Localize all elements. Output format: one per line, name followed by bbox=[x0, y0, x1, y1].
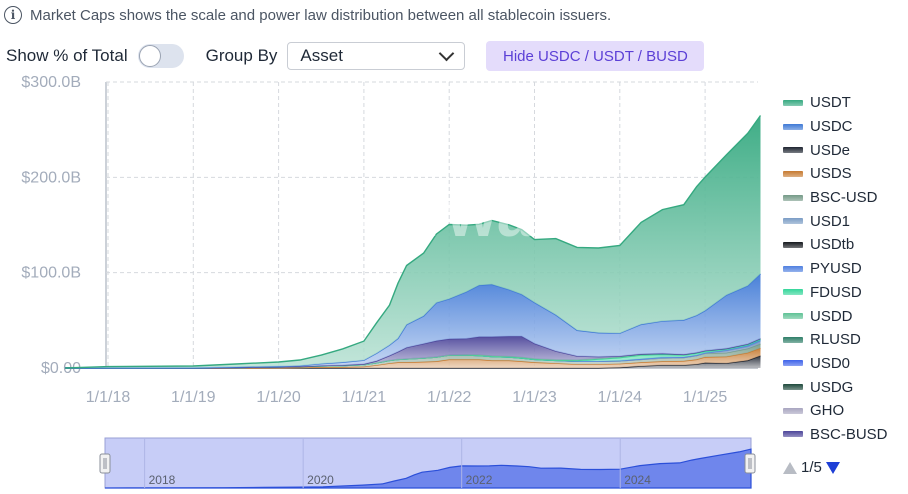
legend-swatch bbox=[783, 147, 803, 154]
legend-item-usdt[interactable]: USDT bbox=[783, 91, 888, 115]
legend-swatch bbox=[783, 265, 803, 272]
legend-item-bsc-usd[interactable]: BSC-USD bbox=[783, 186, 888, 210]
area-series-usde bbox=[65, 355, 761, 368]
legend-swatch bbox=[783, 123, 803, 130]
info-text: Market Caps shows the scale and power la… bbox=[30, 6, 612, 24]
pager-down-arrow-icon[interactable] bbox=[825, 461, 840, 474]
legend-label: RLUSD bbox=[810, 331, 861, 349]
legend-item-pyusd[interactable]: PYUSD bbox=[783, 257, 888, 281]
pager-label: 1/5 bbox=[801, 459, 822, 476]
legend-label: USDe bbox=[810, 141, 851, 159]
legend-swatch bbox=[783, 431, 803, 438]
show-percent-label: Show % of Total bbox=[6, 46, 128, 65]
legend-swatch bbox=[783, 99, 803, 106]
legend-swatch bbox=[783, 407, 803, 414]
y-tick-label: $200.0B bbox=[21, 169, 81, 186]
navigator-year-label: 2018 bbox=[149, 473, 176, 487]
legend-swatch bbox=[783, 384, 803, 391]
y-tick-label: $0.00 bbox=[41, 360, 81, 377]
legend-label: PYUSD bbox=[810, 260, 862, 278]
legend-swatch bbox=[783, 241, 803, 248]
navigator-total-series bbox=[104, 448, 752, 489]
legend-pager: 1/5 bbox=[783, 459, 840, 476]
show-percent-toggle[interactable] bbox=[137, 44, 184, 68]
legend-swatch bbox=[783, 360, 803, 367]
navigator-left-handle bbox=[99, 453, 111, 474]
legend-item-usdc[interactable]: USDC bbox=[783, 115, 888, 139]
toggle-knob bbox=[138, 45, 161, 67]
legend-item-usd0[interactable]: USD0 bbox=[783, 352, 888, 376]
y-tick-label: $100.0B bbox=[21, 265, 81, 282]
legend-swatch bbox=[783, 218, 803, 225]
rwa-watermark-logo bbox=[359, 185, 415, 241]
group-by-label: Group By bbox=[205, 46, 278, 65]
area-series-fdusd bbox=[65, 339, 761, 368]
area-series-bsc-busd bbox=[65, 336, 761, 368]
navigator-year-label: 2022 bbox=[466, 473, 493, 487]
legend-item-bsc-busd[interactable]: BSC-BUSD bbox=[783, 423, 888, 447]
info-row: i Market Caps shows the scale and power … bbox=[4, 6, 611, 24]
x-tick-label: 1/1/22 bbox=[427, 389, 472, 406]
legend-swatch bbox=[783, 170, 803, 177]
watermark-brand: rwa bbox=[422, 178, 533, 250]
navigator-year-label: 2024 bbox=[624, 473, 651, 487]
watermark-suffix: .xyz bbox=[552, 210, 605, 243]
chart-legend: USDT USDC USDe USDS BSC-USD USD1 USDtb PYUSD FDU… bbox=[783, 91, 888, 446]
legend-label: USDG bbox=[810, 378, 854, 396]
x-tick-label: 1/1/21 bbox=[342, 389, 387, 406]
navigator-right-handle bbox=[744, 453, 756, 474]
legend-item-usdd[interactable]: USDD bbox=[783, 304, 888, 328]
area-series-usdt bbox=[65, 115, 761, 368]
area-series-usdc bbox=[65, 273, 761, 368]
x-tick-label: 1/1/25 bbox=[683, 389, 728, 406]
x-tick-label: 1/1/18 bbox=[86, 389, 131, 406]
legend-item-usds[interactable]: USDS bbox=[783, 162, 888, 186]
x-tick-label: 1/1/24 bbox=[598, 389, 643, 406]
legend-item-usdg[interactable]: USDG bbox=[783, 375, 888, 399]
area-series-usds bbox=[65, 348, 761, 368]
legend-label: USD0 bbox=[810, 354, 851, 372]
legend-swatch bbox=[783, 336, 803, 343]
legend-item-usd1[interactable]: USD1 bbox=[783, 209, 888, 233]
group-by-select[interactable]: Asset bbox=[287, 42, 466, 70]
legend-label: USDS bbox=[810, 165, 852, 183]
legend-item-gho[interactable]: GHO bbox=[783, 399, 888, 423]
legend-label: USDD bbox=[810, 307, 853, 325]
pager-up-arrow-icon[interactable] bbox=[783, 461, 797, 474]
stacked-area-chart: $0.00 $100.0B $200.0B $300.0B 1/1/18 1/1/19 1/… bbox=[21, 74, 762, 406]
chevron-down-icon bbox=[439, 45, 455, 62]
legend-label: USD1 bbox=[810, 212, 851, 230]
legend-label: FDUSD bbox=[810, 283, 862, 301]
range-navigator[interactable]: 2018 2020 2022 2024 bbox=[97, 436, 759, 490]
navigator-year-label: 2020 bbox=[307, 473, 334, 487]
controls-bar: Show % of Total Group By Asset Hide USDC… bbox=[6, 41, 705, 71]
legend-label: USDC bbox=[810, 118, 853, 136]
line-series-usdt bbox=[65, 115, 762, 369]
legend-label: GHO bbox=[810, 402, 845, 420]
hide-usdc-usdt-busd-button[interactable]: Hide USDC / USDT / BUSD bbox=[486, 41, 705, 71]
x-tick-label: 1/1/23 bbox=[512, 389, 557, 406]
legend-item-rlusd[interactable]: RLUSD bbox=[783, 328, 888, 352]
info-circle-icon: i bbox=[4, 6, 22, 24]
legend-swatch bbox=[783, 194, 803, 201]
legend-swatch bbox=[783, 289, 803, 296]
group-by-value: Asset bbox=[300, 46, 343, 65]
legend-item-usdtb[interactable]: USDtb bbox=[783, 233, 888, 257]
legend-label: BSC-USD bbox=[810, 189, 878, 207]
legend-label: USDtb bbox=[810, 236, 855, 254]
legend-label: BSC-BUSD bbox=[810, 425, 888, 443]
y-tick-label: $300.0B bbox=[21, 74, 81, 91]
legend-item-fdusd[interactable]: FDUSD bbox=[783, 281, 888, 305]
legend-swatch bbox=[783, 313, 803, 320]
legend-label: USDT bbox=[810, 94, 851, 112]
x-tick-label: 1/1/20 bbox=[256, 389, 301, 406]
x-tick-label: 1/1/19 bbox=[171, 389, 216, 406]
legend-item-usde[interactable]: USDe bbox=[783, 138, 888, 162]
